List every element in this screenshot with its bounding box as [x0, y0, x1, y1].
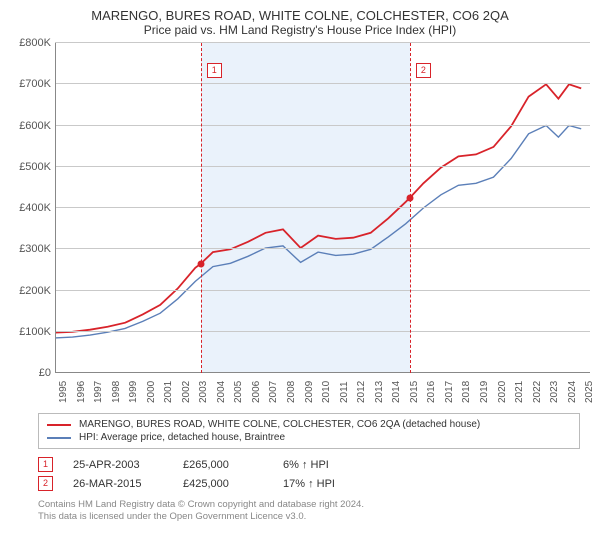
gridline [55, 290, 590, 291]
gridline [55, 248, 590, 249]
x-tick-label: 2007 [268, 381, 279, 403]
gridline [55, 207, 590, 208]
event-marker-box: 1 [207, 63, 222, 78]
event-dash [410, 43, 411, 373]
x-tick-label: 2025 [584, 381, 595, 403]
plot-area: £0£100K£200K£300K£400K£500K£600K£700K£80… [55, 43, 590, 373]
x-axis: 1995 1996 1997 1998 1999 2000 2001 2002 2003 2004… [55, 373, 590, 407]
x-tick-label: 2006 [251, 381, 262, 403]
legend-swatch [47, 437, 71, 439]
x-tick-label: 2003 [198, 381, 209, 403]
x-tick-label: 2012 [356, 381, 367, 403]
transaction-date: 26-MAR-2015 [73, 478, 163, 490]
y-tick-label: £400K [19, 202, 55, 214]
x-tick-label: 2017 [444, 381, 455, 403]
gridline [55, 42, 590, 43]
transaction-price: £265,000 [183, 459, 263, 471]
x-tick-label: 2013 [374, 381, 385, 403]
legend-item: MARENGO, BURES ROAD, WHITE COLNE, COLCHE… [47, 418, 571, 431]
x-tick-label: 1996 [76, 381, 87, 403]
chart-title: MARENGO, BURES ROAD, WHITE COLNE, COLCHE… [10, 8, 590, 23]
y-tick-label: £300K [19, 243, 55, 255]
transaction-row: 2 26-MAR-2015 £425,000 17% ↑ HPI [38, 474, 580, 493]
x-tick-label: 2002 [181, 381, 192, 403]
transaction-marker: 2 [38, 476, 53, 491]
transaction-diff: 6% ↑ HPI [283, 459, 329, 471]
gridline [55, 125, 590, 126]
series-hpi [55, 126, 581, 338]
x-tick-label: 2014 [391, 381, 402, 403]
x-tick-label: 1998 [111, 381, 122, 403]
event-marker-box: 2 [416, 63, 431, 78]
legend-label: HPI: Average price, detached house, Brai… [79, 432, 285, 443]
series-property [55, 84, 581, 332]
x-tick-label: 1999 [128, 381, 139, 403]
x-tick-label: 2021 [514, 381, 525, 403]
x-tick-label: 2019 [479, 381, 490, 403]
x-tick-label: 2000 [146, 381, 157, 403]
footnote-line: This data is licensed under the Open Gov… [38, 511, 580, 523]
y-axis-line [55, 43, 56, 373]
gridline [55, 166, 590, 167]
y-tick-label: £700K [19, 78, 55, 90]
line-layer [55, 43, 590, 373]
x-tick-label: 2023 [549, 381, 560, 403]
gridline [55, 331, 590, 332]
x-tick-label: 2009 [304, 381, 315, 403]
x-tick-label: 2004 [216, 381, 227, 403]
transaction-price: £425,000 [183, 478, 263, 490]
transaction-date: 25-APR-2003 [73, 459, 163, 471]
event-dash [201, 43, 202, 373]
legend-item: HPI: Average price, detached house, Brai… [47, 431, 571, 444]
x-tick-label: 2015 [409, 381, 420, 403]
x-tick-label: 1997 [93, 381, 104, 403]
y-tick-label: £500K [19, 161, 55, 173]
legend-label: MARENGO, BURES ROAD, WHITE COLNE, COLCHE… [79, 419, 480, 430]
legend: MARENGO, BURES ROAD, WHITE COLNE, COLCHE… [38, 413, 580, 449]
gridline [55, 83, 590, 84]
y-tick-label: £200K [19, 285, 55, 297]
legend-swatch [47, 424, 71, 426]
x-tick-label: 2022 [532, 381, 543, 403]
y-tick-label: £600K [19, 120, 55, 132]
x-tick-label: 2010 [321, 381, 332, 403]
transaction-diff: 17% ↑ HPI [283, 478, 335, 490]
event-marker-dot [406, 194, 413, 201]
chart-container: MARENGO, BURES ROAD, WHITE COLNE, COLCHE… [0, 0, 600, 534]
x-tick-label: 2008 [286, 381, 297, 403]
y-tick-label: £0 [39, 367, 55, 379]
y-tick-label: £100K [19, 326, 55, 338]
footnote-line: Contains HM Land Registry data © Crown c… [38, 499, 580, 511]
x-tick-label: 2024 [567, 381, 578, 403]
x-tick-label: 2018 [461, 381, 472, 403]
chart-subtitle: Price paid vs. HM Land Registry's House … [10, 23, 590, 37]
transaction-row: 1 25-APR-2003 £265,000 6% ↑ HPI [38, 455, 580, 474]
x-tick-label: 2020 [497, 381, 508, 403]
x-tick-label: 2005 [233, 381, 244, 403]
transaction-marker: 1 [38, 457, 53, 472]
x-tick-label: 1995 [58, 381, 69, 403]
x-tick-label: 2011 [339, 381, 350, 403]
footnote: Contains HM Land Registry data © Crown c… [38, 499, 580, 524]
event-marker-dot [197, 260, 204, 267]
x-tick-label: 2001 [163, 381, 174, 403]
y-tick-label: £800K [19, 37, 55, 49]
x-tick-label: 2016 [426, 381, 437, 403]
transactions-table: 1 25-APR-2003 £265,000 6% ↑ HPI 2 26-MAR… [38, 455, 580, 493]
